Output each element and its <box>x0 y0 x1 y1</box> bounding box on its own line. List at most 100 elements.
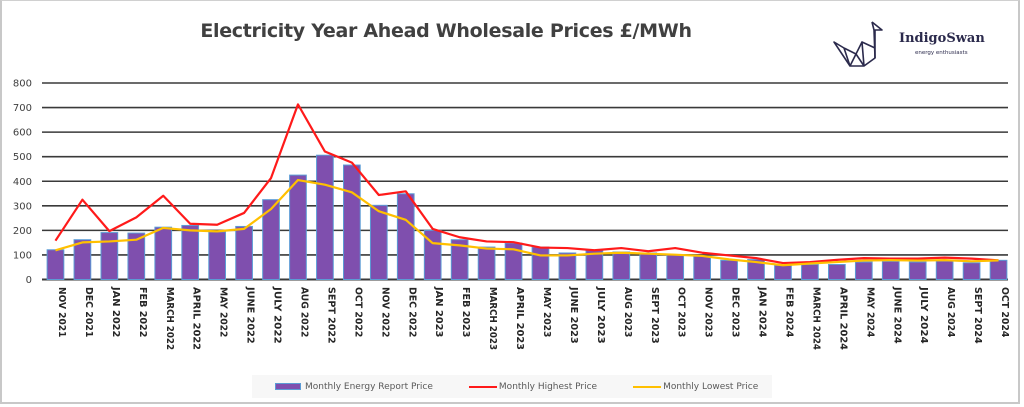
x-tick-label: SEPT 2024 <box>972 287 983 344</box>
bar-march-2023 <box>477 246 496 280</box>
logo-tagline: energy enthusiasts <box>915 50 968 56</box>
bar-aug-2024 <box>935 260 954 280</box>
legend-swatch-red-line <box>468 385 497 388</box>
x-tick-label: SEPT 2022 <box>325 287 336 344</box>
y-tick-label: 400 <box>13 177 32 188</box>
x-tick-label: OCT 2024 <box>999 287 1010 337</box>
logo-name: IndigoSwan <box>899 31 985 46</box>
bar-july-2022 <box>262 199 280 280</box>
x-tick-label: DEC 2023 <box>730 287 741 337</box>
x-tick-label: DEC 2022 <box>406 287 417 337</box>
legend-label: Monthly Lowest Price <box>663 381 759 392</box>
legend-label: Monthly Energy Report Price <box>305 381 433 392</box>
bar-sept-2023 <box>639 252 658 281</box>
y-tick-label: 500 <box>13 152 32 163</box>
x-tick-label: JUNE 2024 <box>891 286 902 344</box>
bar-oct-2023 <box>666 254 685 280</box>
x-tick-label: APRIL 2024 <box>837 287 848 350</box>
origami-swan-icon <box>833 21 883 67</box>
bar-dec-2021 <box>73 239 92 281</box>
x-tick-label: OCT 2022 <box>352 287 363 337</box>
x-tick-label: AUG 2023 <box>622 287 633 337</box>
bar-feb-2024 <box>774 264 792 281</box>
x-tick-label: OCT 2023 <box>676 287 687 337</box>
x-tick-label: FEB 2023 <box>460 287 471 337</box>
bar-aug-2023 <box>612 251 631 281</box>
bar-oct-2022 <box>343 164 361 281</box>
bar-feb-2023 <box>450 239 469 281</box>
bar-jan-2022 <box>100 232 119 281</box>
x-tick-label: APRIL 2022 <box>191 287 202 350</box>
bar-oct-2024 <box>989 259 1008 280</box>
x-tick-label: NOV 2023 <box>703 287 714 337</box>
legend-swatch-bar <box>275 383 301 390</box>
x-tick-label: JULY 2023 <box>595 286 606 344</box>
bar-sept-2024 <box>962 262 981 280</box>
bar-may-2023 <box>531 246 550 280</box>
bar-march-2022 <box>154 226 173 280</box>
legend-item-report-price: Monthly Energy Report Price <box>275 382 433 392</box>
bar-april-2024 <box>828 264 846 281</box>
y-tick-label: 700 <box>13 103 32 114</box>
bar-dec-2022 <box>396 193 415 280</box>
x-tick-label: MAY 2022 <box>218 287 229 337</box>
x-tick-label: JUNE 2022 <box>245 286 256 344</box>
legend-swatch-yellow-line <box>633 385 662 388</box>
x-tick-label: JULY 2024 <box>918 286 929 344</box>
y-tick-label: 100 <box>13 250 32 261</box>
bar-nov-2022 <box>369 204 388 280</box>
bar-sept-2022 <box>316 154 334 280</box>
highest-price-line <box>54 103 999 265</box>
y-tick-label: 200 <box>13 226 32 237</box>
x-tick-label: AUG 2022 <box>298 287 309 337</box>
legend-label: Monthly Highest Price <box>498 381 598 392</box>
bar-july-2024 <box>908 261 927 281</box>
x-tick-label: MARCH 2022 <box>164 287 175 350</box>
y-tick-label: 300 <box>13 201 32 212</box>
indigoswan-logo: IndigoSwan energy enthusiasts <box>828 14 1008 70</box>
x-tick-label: JAN 2023 <box>433 286 444 338</box>
bar-aug-2022 <box>289 174 307 280</box>
bar-nov-2023 <box>693 255 711 280</box>
x-tick-label: MARCH 2024 <box>810 287 821 350</box>
x-tick-label: APRIL 2023 <box>514 287 525 350</box>
x-tick-label: MAY 2024 <box>864 287 875 337</box>
x-tick-label: JAN 2022 <box>110 286 121 338</box>
gridlines <box>42 82 1008 281</box>
legend-item-lowest-price: Monthly Lowest Price <box>633 382 758 392</box>
legend-item-highest-price: Monthly Highest Price <box>468 381 598 392</box>
x-tick-label: DEC 2021 <box>83 287 94 337</box>
bar-dec-2023 <box>720 259 738 280</box>
x-tick-label: NOV 2021 <box>56 287 67 337</box>
bar-may-2022 <box>208 231 226 281</box>
bar-feb-2022 <box>127 232 146 280</box>
bar-nov-2021 <box>46 249 65 280</box>
bar-april-2022 <box>181 224 200 280</box>
bar-jan-2024 <box>747 259 765 280</box>
x-tick-label: FEB 2024 <box>783 287 794 337</box>
x-tick-label: NOV 2022 <box>379 287 390 337</box>
x-axis-ticks: NOV 2021 DEC 2021 JAN 2022 FEB 2022 MARCH 20… <box>56 286 1010 350</box>
x-tick-label: MARCH 2023 <box>487 287 498 350</box>
bar-june-2023 <box>558 252 577 281</box>
x-tick-label: AUG 2024 <box>945 287 956 337</box>
bar-march-2024 <box>801 264 819 281</box>
bar-june-2024 <box>881 260 900 281</box>
chart-legend: Monthly Energy Report Price Monthly High… <box>252 375 772 398</box>
x-tick-label: JUNE 2023 <box>568 286 579 344</box>
bar-may-2024 <box>854 261 873 281</box>
line-series <box>54 103 999 267</box>
chart-title: Electricity Year Ahead Wholesale Prices … <box>200 20 692 42</box>
x-tick-label: JAN 2024 <box>757 286 768 338</box>
x-tick-label: JULY 2022 <box>272 286 283 344</box>
y-tick-label: 800 <box>13 79 32 90</box>
lowest-price-line <box>55 178 999 267</box>
y-tick-label: 0 <box>26 275 32 286</box>
y-tick-label: 600 <box>13 128 32 139</box>
x-tick-label: FEB 2022 <box>137 287 148 337</box>
bar-june-2022 <box>235 225 253 281</box>
bar-series <box>46 154 1008 281</box>
x-tick-label: SEPT 2023 <box>649 287 660 344</box>
y-axis-ticks: 0 100 200 300 400 500 600 700 800 <box>13 79 32 287</box>
